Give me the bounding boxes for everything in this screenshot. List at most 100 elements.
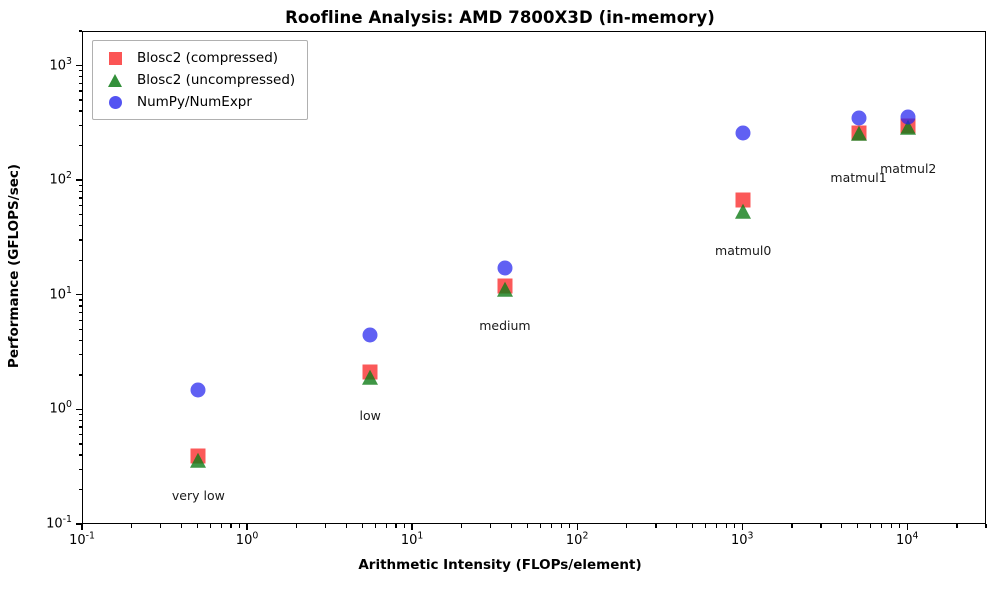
x-tick-minor xyxy=(209,524,212,528)
page-title: Roofline Analysis: AMD 7800X3D (in-memor… xyxy=(285,8,715,27)
x-tick-minor xyxy=(856,524,859,528)
plot-inner: very low low medium matmul0 matmul1 matmul2 xyxy=(83,32,985,523)
y-tick-major xyxy=(76,179,82,181)
x-tick-minor xyxy=(899,524,901,528)
y-tick-minor xyxy=(78,354,82,356)
y-tick-minor xyxy=(78,454,82,456)
data-point-triangle xyxy=(496,281,513,297)
x-tick-minor xyxy=(220,524,223,528)
data-point-circle xyxy=(362,327,378,343)
x-tick-minor xyxy=(560,524,562,528)
circle-marker-icon xyxy=(101,95,129,109)
x-tick-minor xyxy=(820,524,822,528)
x-tick-minor xyxy=(374,524,377,528)
y-tick-label: 102 xyxy=(49,170,73,188)
y-tick-label: 103 xyxy=(49,55,73,73)
y-tick-minor xyxy=(78,443,82,445)
legend-label: Blosc2 (uncompressed) xyxy=(137,72,296,88)
y-tick-major xyxy=(76,294,82,296)
y-tick-minor xyxy=(78,413,82,416)
x-tick-minor xyxy=(568,524,571,528)
point-annotation: very low xyxy=(171,488,225,504)
x-tick-label: 100 xyxy=(235,530,259,548)
point-annotation: matmul1 xyxy=(830,170,887,186)
y-tick-minor xyxy=(78,434,82,436)
x-tick-minor xyxy=(361,524,364,528)
y-tick-minor xyxy=(78,419,82,422)
point-annotation: matmul0 xyxy=(715,242,772,258)
y-tick-minor xyxy=(78,184,82,187)
x-tick-minor xyxy=(840,524,843,528)
y-tick-label: 10-1 xyxy=(46,514,72,532)
y-axis-label: Performance (GFLOPS/sec) xyxy=(6,163,22,369)
x-tick-minor xyxy=(131,524,133,528)
x-axis-label: Arithmetic Intensity (FLOPs/element) xyxy=(358,557,642,573)
x-tick-minor xyxy=(461,524,463,528)
x-tick-minor xyxy=(881,524,883,528)
x-tick-minor xyxy=(196,524,198,528)
x-tick-minor xyxy=(725,524,727,528)
legend-entry-uncompressed: Blosc2 (uncompressed) xyxy=(101,69,295,91)
y-tick-minor xyxy=(78,204,82,207)
y-tick-minor xyxy=(78,305,82,307)
y-tick-minor xyxy=(78,488,82,491)
x-tick-major xyxy=(411,524,413,530)
legend-entry-compressed: Blosc2 (compressed) xyxy=(101,47,295,69)
x-tick-minor xyxy=(403,524,406,528)
x-tick-label: 104 xyxy=(896,530,919,548)
y-tick-major xyxy=(76,64,82,67)
x-tick-minor xyxy=(791,524,793,528)
x-tick-minor xyxy=(325,524,327,528)
x-tick-label: 10-1 xyxy=(69,530,95,548)
x-tick-minor xyxy=(675,524,678,528)
chart-legend: Blosc2 (compressed) Blosc2 (uncompressed… xyxy=(92,40,309,120)
triangle-marker-icon xyxy=(101,73,129,87)
data-point-circle xyxy=(190,382,206,398)
y-tick-minor xyxy=(78,90,82,92)
x-tick-minor xyxy=(869,524,872,528)
y-tick-major xyxy=(76,523,82,525)
x-tick-minor xyxy=(704,524,707,528)
y-tick-minor xyxy=(78,99,82,101)
data-point-circle xyxy=(735,125,751,141)
data-point-triangle xyxy=(362,369,379,385)
y-tick-minor xyxy=(78,110,82,112)
x-tick-minor xyxy=(510,524,513,528)
y-tick-minor xyxy=(78,311,82,314)
x-tick-minor xyxy=(490,524,492,528)
x-tick-minor xyxy=(395,524,397,528)
y-tick-minor xyxy=(78,124,82,127)
x-tick-minor xyxy=(539,524,542,528)
y-tick-minor xyxy=(78,299,82,301)
y-tick-minor xyxy=(78,75,82,78)
x-tick-minor xyxy=(691,524,694,528)
x-tick-minor xyxy=(238,524,241,528)
data-point-square xyxy=(735,192,751,208)
y-tick-minor xyxy=(78,328,82,330)
x-tick-minor xyxy=(890,524,892,528)
x-tick-minor xyxy=(526,524,529,528)
data-point-circle xyxy=(497,260,513,276)
y-tick-minor xyxy=(78,213,82,216)
x-tick-major xyxy=(246,524,248,530)
x-tick-minor xyxy=(715,524,718,528)
legend-label: NumPy/NumExpr xyxy=(137,94,252,110)
x-tick-major xyxy=(576,524,578,530)
x-tick-minor xyxy=(296,524,298,528)
x-tick-minor xyxy=(385,524,388,528)
x-tick-minor xyxy=(655,524,657,528)
x-tick-major xyxy=(741,524,743,530)
y-tick-minor xyxy=(78,239,82,241)
data-point-triangle xyxy=(735,203,752,219)
y-tick-minor xyxy=(78,144,82,147)
x-tick-minor xyxy=(160,524,162,528)
y-tick-label: 101 xyxy=(49,284,73,303)
point-annotation: matmul2 xyxy=(880,160,937,176)
y-tick-minor xyxy=(78,70,82,72)
x-tick-minor xyxy=(230,524,232,528)
x-tick-major xyxy=(81,524,83,530)
y-tick-minor xyxy=(78,225,82,227)
y-tick-minor xyxy=(78,82,82,84)
data-point-circle xyxy=(900,109,916,125)
